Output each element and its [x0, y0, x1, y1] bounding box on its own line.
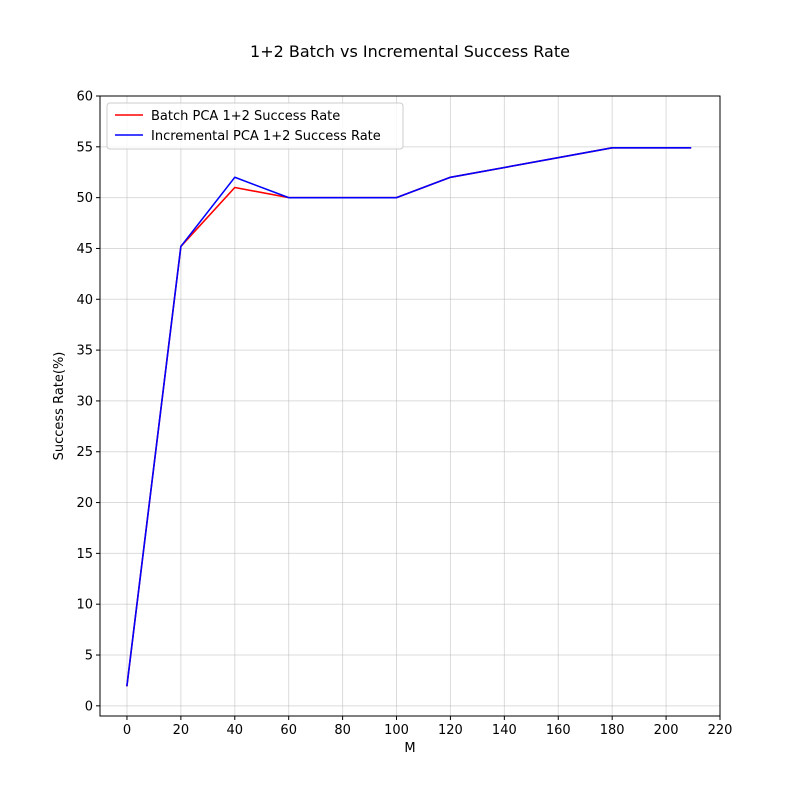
y-tick-label: 45	[76, 242, 93, 257]
x-tick-label: 40	[227, 723, 244, 738]
y-tick-label: 20	[76, 496, 93, 511]
legend-label-batch: Batch PCA 1+2 Success Rate	[151, 109, 340, 124]
x-tick-label: 120	[438, 723, 463, 738]
grid	[100, 95, 721, 716]
series-lines	[126, 147, 692, 687]
legend-label-incremental: Incremental PCA 1+2 Success Rate	[151, 129, 381, 144]
x-tick-label: 100	[384, 723, 409, 738]
legend-box	[106, 102, 404, 150]
y-tick-label: 25	[76, 445, 93, 460]
y-tick-label: 55	[76, 140, 93, 155]
x-tick-label: 140	[492, 723, 517, 738]
x-tick-label: 80	[334, 723, 351, 738]
y-tick-label: 40	[76, 293, 93, 308]
x-tick-label: 180	[600, 723, 625, 738]
series-line-incremental	[126, 147, 692, 687]
x-tick-label: 20	[173, 723, 190, 738]
y-tick-label: 0	[85, 699, 93, 714]
x-tick-label: 160	[546, 723, 571, 738]
y-tick-label: 10	[76, 598, 93, 613]
y-tick-label: 60	[76, 90, 93, 105]
x-tick-label: 220	[708, 723, 733, 738]
y-tick-label: 50	[76, 191, 93, 206]
legend: Batch PCA 1+2 Success Rate Incremental P…	[106, 102, 404, 150]
y-tick-label: 15	[76, 547, 93, 562]
y-tick-label: 5	[85, 649, 93, 664]
y-axis-label: Success Rate(%)	[52, 352, 67, 461]
y-tick-label: 30	[76, 394, 93, 409]
plot-frame	[99, 95, 721, 717]
x-tick-label: 60	[280, 723, 297, 738]
x-tick-label: 200	[654, 723, 679, 738]
x-axis-label: M	[404, 741, 415, 756]
axis-ticks: 0 20 40 60 80 100 120 140 160 180 200 220 0 5 10 15 20 25…	[76, 90, 732, 739]
chart-title: 1+2 Batch vs Incremental Success Rate	[250, 42, 570, 61]
y-tick-label: 35	[76, 344, 93, 359]
x-tick-label: 0	[123, 723, 131, 738]
